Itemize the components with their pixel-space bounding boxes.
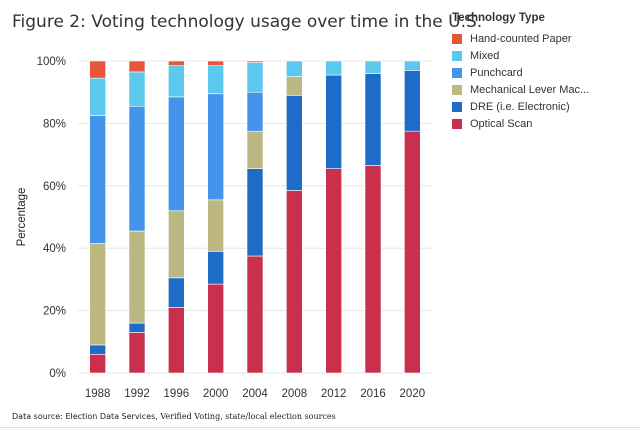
bar-segment bbox=[364, 60, 382, 74]
legend-label: Punchcard bbox=[470, 66, 523, 79]
bar-segment bbox=[89, 344, 106, 355]
bar-segment bbox=[128, 332, 146, 374]
bar-segment bbox=[168, 210, 185, 279]
legend-swatch bbox=[452, 50, 462, 61]
bar-segment bbox=[364, 165, 382, 374]
legend-swatch bbox=[452, 101, 462, 112]
bar-segment bbox=[286, 190, 303, 374]
bar-segment bbox=[168, 96, 185, 212]
bar-segment bbox=[89, 60, 106, 79]
bar-segment bbox=[246, 130, 264, 169]
x-tick-label: 2000 bbox=[203, 388, 229, 400]
bar-segment bbox=[89, 243, 106, 346]
y-tick-label: 80% bbox=[43, 118, 66, 130]
bar-segment bbox=[404, 130, 421, 374]
legend-item-optical-scan[interactable]: Optical Scan bbox=[452, 115, 637, 132]
bar-segment bbox=[325, 60, 342, 76]
legend-swatch bbox=[452, 118, 462, 129]
y-axis-label: Percentage bbox=[16, 188, 28, 247]
bar-segment bbox=[246, 168, 264, 257]
bar-segment bbox=[207, 251, 224, 285]
bar-segment bbox=[207, 199, 224, 252]
legend-swatch bbox=[452, 33, 462, 44]
bar-segment bbox=[168, 307, 185, 374]
x-tick-label: 1992 bbox=[124, 388, 150, 400]
y-tick-label: 0% bbox=[49, 368, 66, 380]
x-tick-label: 2020 bbox=[400, 388, 426, 400]
y-tick-label: 100% bbox=[37, 56, 66, 68]
y-tick-label: 20% bbox=[43, 306, 66, 318]
legend-label: Mechanical Lever Mac... bbox=[470, 83, 590, 96]
bar-segment bbox=[128, 71, 146, 107]
bar-segment bbox=[286, 60, 303, 77]
bar-segment bbox=[207, 93, 224, 201]
bar-segment bbox=[128, 105, 146, 232]
bar-segment bbox=[404, 70, 421, 132]
legend-item-mixed[interactable]: Mixed bbox=[452, 47, 637, 64]
bar-segment bbox=[128, 60, 146, 73]
legend-label: Mixed bbox=[470, 49, 500, 62]
bar-segment bbox=[207, 65, 224, 95]
bar-segment bbox=[128, 322, 146, 333]
bar-segment bbox=[286, 95, 303, 191]
legend-item-mechanical-lever[interactable]: Mechanical Lever Mac... bbox=[452, 81, 637, 98]
legend-item-dre[interactable]: DRE (i.e. Electronic) bbox=[452, 98, 637, 115]
bottom-divider bbox=[0, 427, 640, 428]
data-source-note: Data source: Election Data Services, Ver… bbox=[12, 412, 336, 421]
y-tick-label: 40% bbox=[43, 243, 66, 255]
legend-swatch bbox=[452, 67, 462, 78]
bar-segment bbox=[168, 60, 185, 66]
bar-segment bbox=[404, 60, 421, 71]
bar-segment bbox=[325, 74, 342, 169]
bar-segment bbox=[246, 255, 264, 374]
bar-segment bbox=[246, 60, 264, 63]
bar-segment bbox=[168, 277, 185, 308]
legend-swatch bbox=[452, 84, 462, 95]
bar-segment bbox=[325, 168, 342, 374]
bar-segment bbox=[246, 62, 264, 93]
legend-title: Technology Type bbox=[452, 12, 545, 24]
bar-segment bbox=[128, 230, 146, 324]
legend-label: Optical Scan bbox=[470, 117, 533, 130]
legend-label: DRE (i.e. Electronic) bbox=[470, 100, 570, 113]
legend-item-punchcard[interactable]: Punchcard bbox=[452, 64, 637, 81]
source-text: Verified Voting, state/local election so… bbox=[160, 412, 336, 421]
bar-segment bbox=[286, 76, 303, 96]
bar-segment bbox=[246, 91, 264, 132]
source-label: Data source: Election Data Services, bbox=[12, 412, 158, 421]
bar-segment bbox=[364, 73, 382, 166]
x-tick-label: 2004 bbox=[242, 388, 268, 400]
legend: Technology Type Hand-counted Paper Mixed… bbox=[452, 12, 637, 132]
legend-label: Hand-counted Paper bbox=[470, 32, 572, 45]
x-tick-label: 2012 bbox=[321, 388, 347, 400]
legend-item-hand-counted-paper[interactable]: Hand-counted Paper bbox=[452, 30, 637, 47]
bar-segment bbox=[168, 65, 185, 98]
x-tick-label: 1988 bbox=[85, 388, 111, 400]
bar-segment bbox=[207, 283, 224, 374]
figure-title: Figure 2: Voting technology usage over t… bbox=[12, 12, 483, 32]
x-tick-label: 2008 bbox=[282, 388, 308, 400]
bar-segment bbox=[89, 353, 106, 374]
bar-segment bbox=[207, 60, 224, 66]
x-tick-label: 1996 bbox=[164, 388, 190, 400]
bar-segment bbox=[89, 115, 106, 244]
y-tick-label: 60% bbox=[43, 181, 66, 193]
bar-segment bbox=[89, 77, 106, 116]
x-tick-label: 2016 bbox=[360, 388, 386, 400]
